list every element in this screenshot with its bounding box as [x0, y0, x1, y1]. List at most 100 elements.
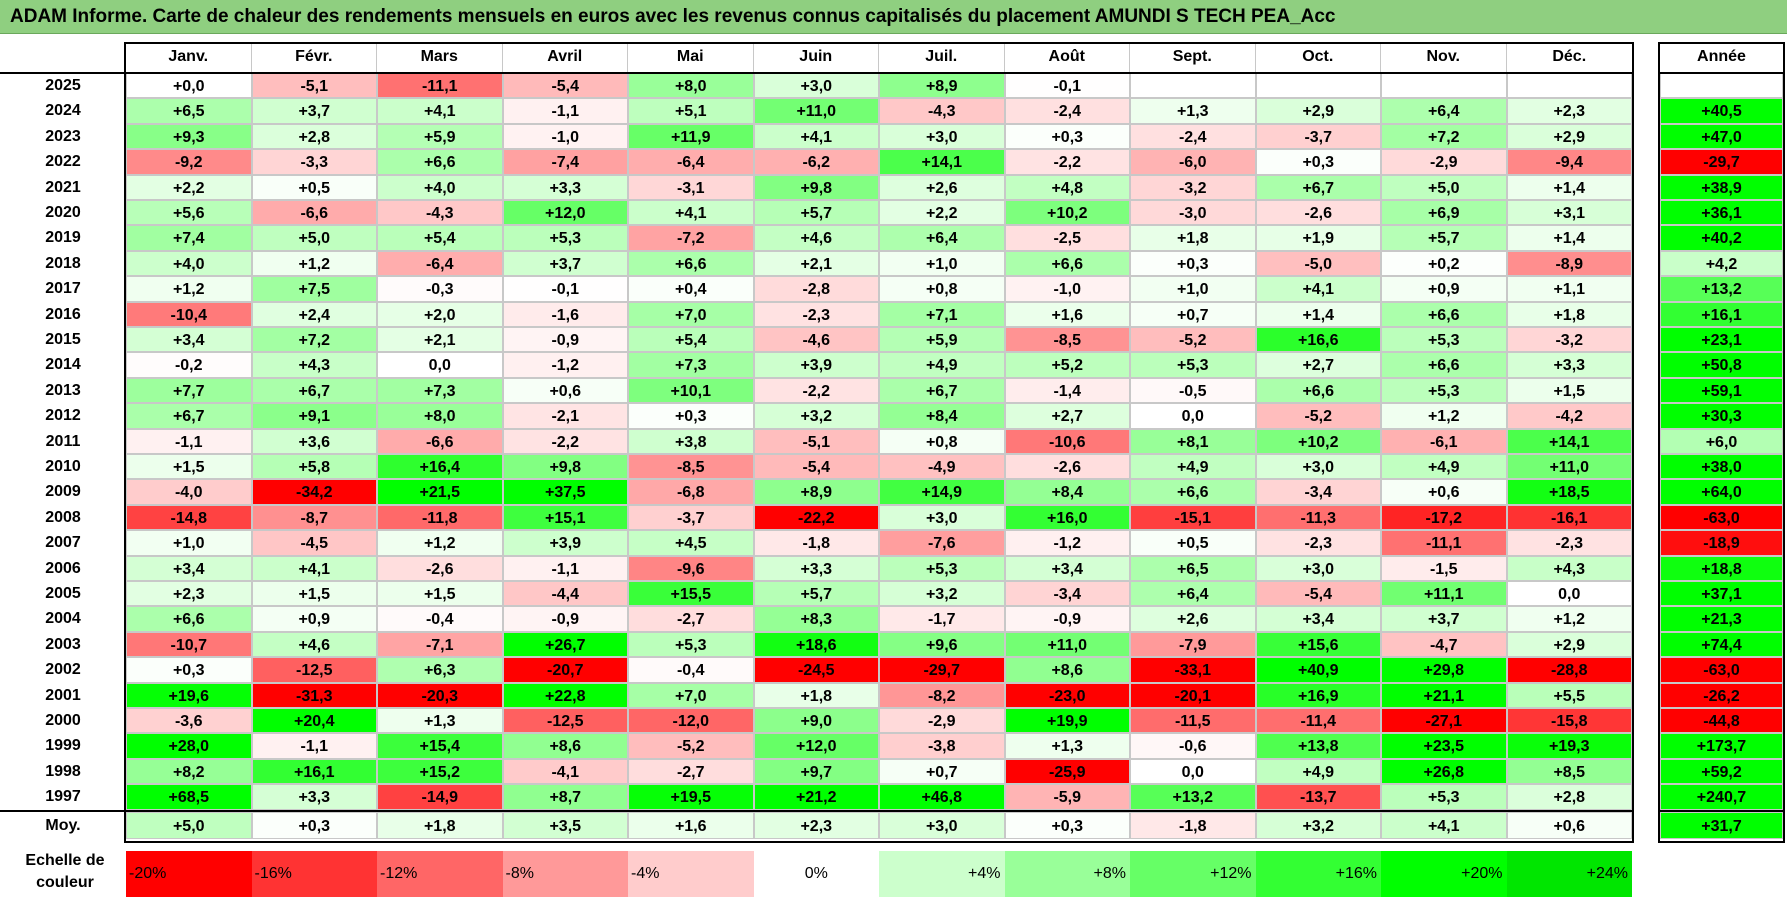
- heatmap-cell: +0,9: [251, 606, 377, 632]
- heatmap-cell: +6,3: [377, 657, 503, 683]
- heatmap-cell: -2,9: [879, 708, 1005, 734]
- heatmap-cell: +26,8: [1381, 758, 1507, 785]
- annual-cell: +4,2: [1660, 250, 1783, 277]
- heatmap-cell: -2,8: [753, 276, 879, 302]
- heatmap-cell: +4,9: [1130, 454, 1256, 480]
- heatmap-cell: [1255, 73, 1381, 99]
- annual-cell: -18,9: [1660, 530, 1783, 556]
- color-scale-swatch: -12%: [377, 851, 503, 897]
- heatmap-cell: -2,6: [1255, 200, 1381, 226]
- heatmap-cell: +3,0: [753, 73, 879, 99]
- heatmap-cell: +2,6: [879, 174, 1005, 200]
- annual-cell: +6,0: [1660, 428, 1783, 454]
- heatmap-cell: +8,3: [753, 606, 879, 632]
- heatmap-cell: +4,3: [1506, 555, 1632, 581]
- heatmap-cell: -4,7: [1381, 631, 1507, 658]
- heatmap-cell: +16,4: [377, 454, 503, 480]
- heatmap-cell: -2,3: [1506, 530, 1632, 556]
- heatmap-cell: +1,8: [1130, 225, 1256, 251]
- heatmap-cell: -20,3: [377, 682, 503, 708]
- heatmap-cell: +16,6: [1255, 327, 1381, 353]
- heatmap-cell: +1,3: [1004, 733, 1130, 759]
- year-label: 2008: [45, 508, 81, 526]
- separator-line: [0, 810, 1634, 812]
- heatmap-cell: -22,2: [753, 504, 879, 531]
- heatmap-cell: +3,3: [502, 174, 628, 200]
- heatmap-cell: -3,7: [1255, 123, 1381, 150]
- heatmap-cell: -8,7: [251, 504, 377, 531]
- heatmap-cell: -34,2: [251, 479, 377, 505]
- heatmap-cell: -0,9: [1004, 606, 1130, 632]
- color-scale-swatch: +24%: [1506, 851, 1632, 897]
- heatmap-cell: -11,1: [1381, 530, 1507, 556]
- heatmap-cell: +1,3: [377, 708, 503, 734]
- annual-cell: +30,3: [1660, 403, 1783, 429]
- heatmap-cell: +8,4: [1004, 479, 1130, 505]
- heatmap-cell: -11,4: [1255, 708, 1381, 734]
- heatmap-cell: -0,6: [1130, 733, 1256, 759]
- heatmap-cell: +11,0: [1506, 454, 1632, 480]
- color-scale-label: Echelle de couleur: [25, 852, 105, 891]
- year-label: 2013: [45, 381, 81, 399]
- heatmap-cell: -5,2: [1130, 327, 1256, 353]
- annual-cell: +18,8: [1660, 555, 1783, 581]
- heatmap-cell: -12,5: [502, 708, 628, 734]
- year-label: 2014: [45, 356, 81, 374]
- heatmap-cell: -4,3: [377, 200, 503, 226]
- color-scale-swatch: +4%: [879, 851, 1005, 897]
- heatmap-cell: +2,4: [251, 301, 377, 327]
- heatmap-cell: +1,0: [126, 530, 252, 556]
- heatmap-cell: +8,7: [502, 784, 628, 810]
- heatmap-cell: +0,5: [251, 174, 377, 200]
- heatmap-cell: +1,5: [1506, 377, 1632, 404]
- heatmap-cell: +1,2: [1381, 403, 1507, 429]
- heatmap-cell: -11,3: [1255, 504, 1381, 531]
- heatmap-cell: -8,5: [628, 454, 754, 480]
- heatmap-cell: +3,0: [1255, 454, 1381, 480]
- heatmap-cell: -14,8: [126, 504, 252, 531]
- heatmap-cell: +0,3: [1130, 250, 1256, 277]
- heatmap-cell: -6,2: [753, 149, 879, 175]
- heatmap-cell: -5,4: [502, 73, 628, 99]
- heatmap-cell: +3,3: [1506, 352, 1632, 378]
- heatmap-cell: [1381, 73, 1507, 99]
- heatmap-cell: -1,8: [753, 530, 879, 556]
- heatmap-cell: +5,4: [377, 225, 503, 251]
- heatmap-cell: +14,1: [1506, 428, 1632, 454]
- heatmap-cell: +6,4: [1130, 581, 1256, 607]
- year-label: 2015: [45, 331, 81, 348]
- heatmap-cell: -1,2: [502, 352, 628, 378]
- heatmap-cell: -10,7: [126, 631, 252, 658]
- heatmap-cell: +28,0: [126, 733, 252, 759]
- heatmap-cell: +0,7: [1130, 301, 1256, 327]
- heatmap-cell: +3,7: [251, 98, 377, 124]
- heatmap-cell: -25,9: [1004, 758, 1130, 785]
- heatmap-cell: -3,4: [1255, 479, 1381, 505]
- heatmap-cell: +9,1: [251, 403, 377, 429]
- heatmap-cell: +0,7: [879, 758, 1005, 785]
- heatmap-cell: +2,0: [377, 301, 503, 327]
- heatmap-cell: -3,8: [879, 733, 1005, 759]
- average-cell: +3,2: [1255, 812, 1381, 839]
- heatmap-cell: -2,2: [1004, 149, 1130, 175]
- heatmap-cell: +0,3: [126, 657, 252, 683]
- average-cell: +2,3: [753, 812, 879, 839]
- heatmap-cell: -0,1: [1004, 73, 1130, 99]
- annual-cell: +64,0: [1660, 479, 1783, 505]
- annual-cell: +173,7: [1660, 733, 1783, 759]
- heatmap-cell: +16,1: [251, 758, 377, 785]
- month-header: Août: [1005, 42, 1130, 72]
- heatmap-cell: +1,4: [1506, 225, 1632, 251]
- heatmap-cell: +3,2: [753, 403, 879, 429]
- heatmap-cell: +0,0: [126, 73, 252, 99]
- heatmap-cell: +2,3: [126, 581, 252, 607]
- heatmap-cell: +3,6: [251, 428, 377, 454]
- heatmap-cell: -2,3: [753, 301, 879, 327]
- heatmap-cell: 0,0: [377, 352, 503, 378]
- heatmap-cell: -9,4: [1506, 149, 1632, 175]
- heatmap-cell: -33,1: [1130, 657, 1256, 683]
- annual-cell: -26,2: [1660, 682, 1783, 708]
- heatmap-cell: +2,9: [1506, 631, 1632, 658]
- heatmap-cell: -3,2: [1506, 327, 1632, 353]
- heatmap-cell: +0,6: [1381, 479, 1507, 505]
